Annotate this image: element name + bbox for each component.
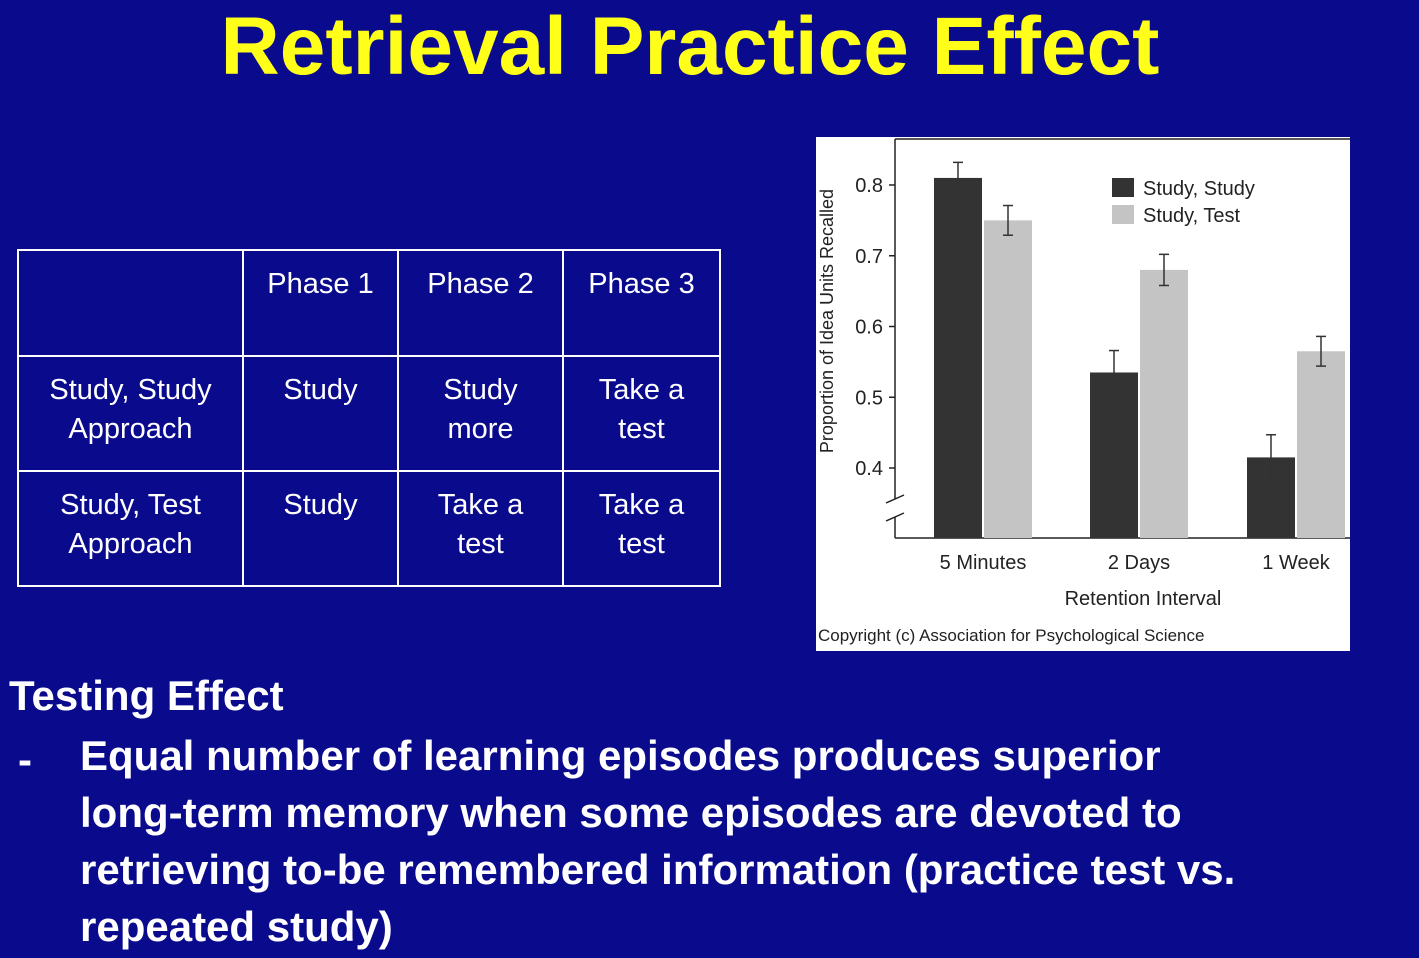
table-cell: Study xyxy=(242,470,399,587)
x-tick-label: 5 Minutes xyxy=(940,552,1027,574)
cell-line: test xyxy=(618,528,665,560)
cell-line: Study xyxy=(283,374,358,406)
legend-swatch xyxy=(1112,205,1134,224)
cell-line: Take a xyxy=(598,489,685,521)
bar xyxy=(1090,372,1138,538)
y-tick-label: 0.6 xyxy=(855,317,883,339)
table-cell: Take a test xyxy=(397,470,564,587)
bullet-line: Equal number of learning episodes produc… xyxy=(80,732,1161,779)
bar-chart: 0.4 0.5 0.6 0.7 0.8 Proportion of Idea Units … xyxy=(817,138,1350,645)
table-cell: Take a test xyxy=(562,355,721,472)
x-tick-label: 1 Week xyxy=(1262,552,1330,574)
bar xyxy=(1140,269,1188,538)
y-axis-label: Proportion of Idea Units Recalled xyxy=(817,189,837,453)
table-header-cell xyxy=(17,249,244,357)
cell-line: more xyxy=(447,413,514,445)
y-tick-label: 0.8 xyxy=(855,175,883,197)
study-design-table: Phase 1 Phase 2 Phase 3 Study, Study App… xyxy=(17,249,721,587)
slide-title: Retrieval Practice Effect xyxy=(220,1,1160,92)
axis-break-mark xyxy=(885,512,905,522)
chart-panel: 0.4 0.5 0.6 0.7 0.8 Proportion of Idea Units … xyxy=(816,137,1350,651)
legend-swatch xyxy=(1112,178,1134,197)
row-label-cell: Study, Study Approach xyxy=(17,355,244,472)
row-label-cell: Study, Test Approach xyxy=(17,470,244,587)
bullet-line: repeated study) xyxy=(80,903,393,950)
table-cell: Study xyxy=(242,355,399,472)
cell-line: Approach xyxy=(68,413,193,445)
table-header-row: Phase 1 Phase 2 Phase 3 xyxy=(17,249,721,357)
cell-line: Approach xyxy=(68,528,193,560)
bullet-line: retrieving to-be remembered information … xyxy=(80,846,1236,893)
table-row: Study, Study Approach Study Study more T… xyxy=(17,355,721,472)
cell-line: Study xyxy=(283,489,358,521)
cell-line: Study, Test xyxy=(60,489,201,521)
table-cell: Study more xyxy=(397,355,564,472)
table-header-cell: Phase 2 xyxy=(397,249,564,357)
table-row: Study, Test Approach Study Take a test T… xyxy=(17,470,721,587)
y-tick-label: 0.7 xyxy=(855,246,883,268)
cell-line: test xyxy=(457,528,504,560)
y-tick-label: 0.4 xyxy=(855,458,883,480)
bullet-dash: - xyxy=(18,736,32,783)
y-tick-label: 0.5 xyxy=(855,387,883,409)
cell-line: test xyxy=(618,413,665,445)
bar xyxy=(1297,351,1345,538)
table-cell: Take a test xyxy=(562,470,721,587)
cell-line: Take a xyxy=(598,374,685,406)
table-header-cell: Phase 1 xyxy=(242,249,399,357)
legend-label: Study, Study xyxy=(1143,178,1255,200)
cell-line: Study xyxy=(443,374,518,406)
x-axis-label: Retention Interval xyxy=(1065,588,1222,610)
bar xyxy=(934,177,982,539)
cell-line: Take a xyxy=(437,489,524,521)
copyright-text: Copyright (c) Association for Psychologi… xyxy=(818,626,1204,645)
bullet-text: Equal number of learning episodes produc… xyxy=(80,727,1415,955)
cell-line: Study, Study xyxy=(49,374,212,406)
legend-label: Study, Test xyxy=(1143,205,1241,227)
axis-break-mark xyxy=(885,494,905,504)
testing-effect-heading: Testing Effect xyxy=(9,672,284,719)
table-header-cell: Phase 3 xyxy=(562,249,721,357)
bar xyxy=(984,220,1032,538)
bullet-line: long-term memory when some episodes are … xyxy=(80,789,1182,836)
x-tick-label: 2 Days xyxy=(1108,552,1170,574)
